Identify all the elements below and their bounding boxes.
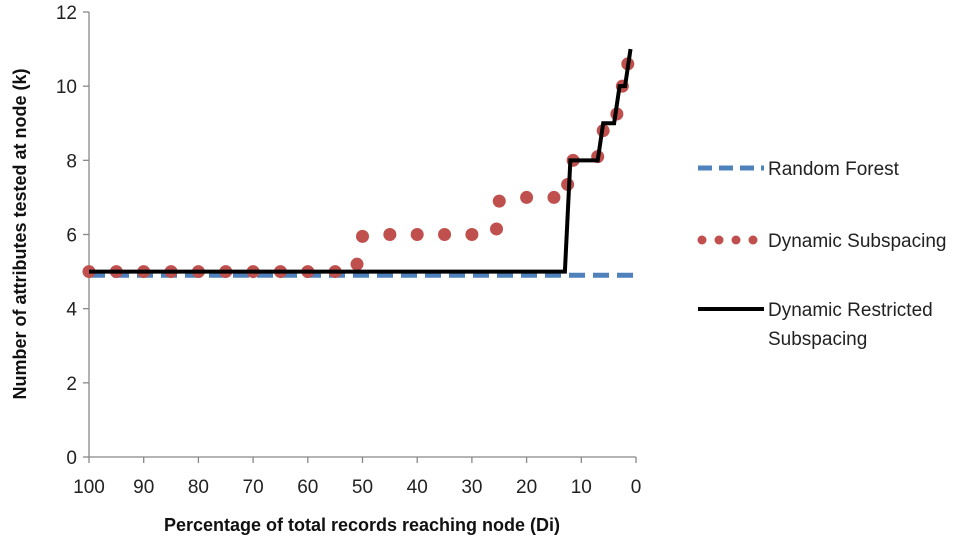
data-point [465,228,479,241]
x-axis-title: Percentage of total records reaching nod… [164,515,560,535]
x-tick-label: 80 [188,477,209,498]
series-dynamic-subspacing [82,57,635,279]
data-point [547,190,561,204]
y-tick-label: 2 [66,374,77,395]
legend-label-random-forest: Random Forest [768,159,900,180]
series-layer [82,48,635,279]
legend-label-dynamic-restricted-2: Subspacing [768,329,867,350]
data-point [356,229,369,243]
series-dynamic-restricted-subspacing [89,48,633,274]
data-point [410,228,424,241]
x-tick-label: 90 [133,477,154,498]
data-point [383,228,397,241]
series-line [89,48,633,274]
y-tick-label: 12 [56,3,77,24]
legend-swatch-dynamic-subspacing [697,235,758,245]
y-tick-label: 4 [66,300,77,321]
y-axis-title: Number of attributes tested at node (k) [10,68,30,399]
data-point [350,257,364,271]
x-tick-label: 60 [297,477,318,498]
data-point [490,222,504,236]
x-tick-label: 70 [243,477,264,498]
x-tick-label: 50 [352,477,373,498]
data-point [492,194,506,208]
x-tick-label: 40 [407,477,428,498]
x-tick-label: 0 [631,477,642,498]
x-tick-label: 30 [461,477,482,498]
x-tick-label: 20 [516,477,537,498]
legend: Random Forest Dynamic Subspacing Dynamic… [697,159,946,350]
x-tick-label: 10 [571,477,592,498]
y-tick-label: 8 [66,151,77,172]
x-tick-label: 100 [73,477,105,498]
data-point [438,228,452,241]
y-tick-label: 10 [56,77,77,98]
legend-label-dynamic-restricted-1: Dynamic Restricted [768,300,933,321]
y-tick-label: 6 [66,226,77,247]
data-point [520,190,534,204]
legend-label-dynamic-subspacing: Dynamic Subspacing [768,231,946,252]
y-tick-label: 0 [66,448,77,469]
